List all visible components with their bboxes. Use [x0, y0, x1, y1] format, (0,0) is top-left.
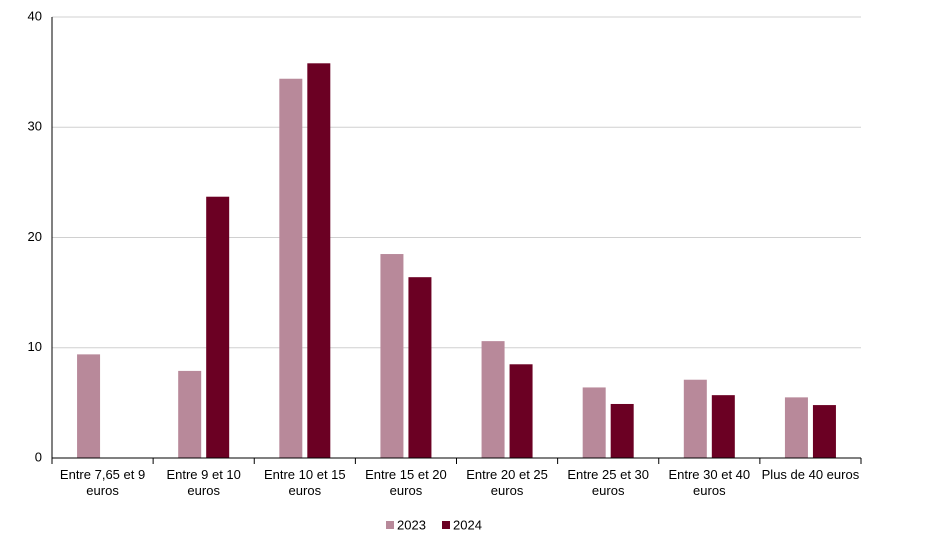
bar [307, 63, 331, 459]
bar [77, 354, 101, 458]
bar [784, 397, 808, 458]
legend-label: 2024 [453, 517, 482, 532]
bar [812, 405, 836, 458]
bar [206, 196, 230, 458]
bar [178, 370, 202, 458]
bar [610, 403, 634, 458]
y-tick-label: 0 [35, 449, 42, 464]
bar [711, 395, 735, 458]
legend-swatch [442, 521, 450, 529]
y-tick-label: 30 [28, 119, 42, 134]
x-tick-label: Entre 9 et 10 euros [166, 467, 241, 498]
x-tick-label: Entre 10 et 15 euros [263, 467, 346, 498]
x-tick-label: Entre 30 et 40 euros [668, 467, 751, 498]
bar [408, 277, 432, 458]
legend-label: 2023 [397, 517, 426, 532]
x-tick-label: Plus de 40 euros [761, 467, 860, 482]
bar [279, 78, 303, 459]
y-tick-label: 10 [28, 339, 42, 354]
bar [509, 364, 533, 458]
y-tick-label: 40 [28, 8, 42, 23]
x-tick-label: Entre 7,65 et 9 euros [59, 467, 146, 498]
bar [582, 387, 606, 458]
y-tick-label: 20 [28, 229, 42, 244]
bar [481, 341, 505, 458]
bar [683, 379, 707, 458]
x-tick-label: Entre 15 et 20 euros [365, 467, 447, 498]
bar [380, 254, 404, 458]
x-tick-label: Entre 25 et 30 euros [567, 467, 650, 498]
x-tick-label: Entre 20 et 25 euros [466, 467, 548, 498]
legend-swatch [386, 521, 394, 529]
